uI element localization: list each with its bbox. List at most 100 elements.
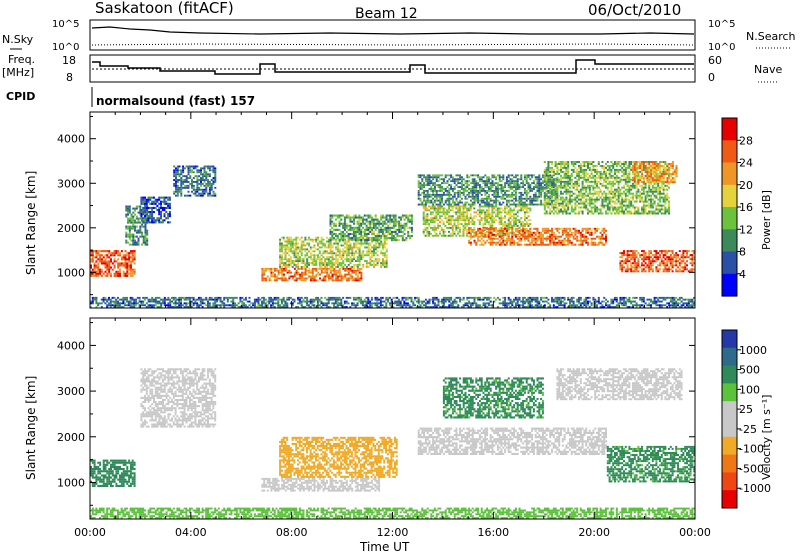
power-cell: [297, 260, 300, 262]
power-cell: [441, 199, 444, 202]
power-cell: [329, 266, 332, 268]
power-cell: [426, 199, 429, 202]
power-cell: [556, 190, 559, 193]
power-cell: [459, 201, 462, 204]
power-cell: [353, 230, 355, 233]
power-cell: [614, 168, 616, 171]
power-cell: [403, 239, 406, 242]
power-cell: [389, 220, 392, 223]
power-cell: [585, 229, 588, 232]
power-cell: [579, 241, 582, 244]
power-cell: [104, 264, 107, 267]
power-cell: [513, 243, 516, 246]
power-cell: [597, 235, 600, 238]
power-cell: [430, 201, 433, 204]
power-cell: [309, 256, 312, 259]
power-cell: [455, 211, 458, 214]
power-cell: [194, 190, 197, 193]
power-cell: [594, 243, 597, 246]
power-cell: [369, 226, 372, 229]
power-cell: [304, 262, 307, 264]
power-cell: [354, 235, 357, 238]
power-cell: [458, 217, 461, 220]
power-cell: [538, 186, 541, 188]
power-cell: [455, 174, 458, 177]
power-cell: [108, 262, 111, 265]
power-cell: [362, 264, 365, 266]
power-cell: [547, 178, 550, 181]
power-cell: [334, 222, 337, 225]
power-cell: [374, 237, 377, 240]
power-cell: [161, 209, 164, 212]
power-cell: [347, 254, 350, 257]
power-cell: [534, 227, 537, 230]
power-cell: [424, 227, 427, 229]
power-cell: [523, 231, 526, 234]
power-cell: [596, 180, 598, 183]
power-cell: [491, 209, 494, 212]
power-cell: [430, 205, 432, 208]
power-cell: [369, 236, 372, 239]
power-cell: [378, 228, 381, 231]
power-cell: [389, 230, 392, 233]
power-cell: [590, 184, 593, 187]
power-cell: [610, 176, 613, 179]
power-cell: [132, 241, 135, 244]
power-cell: [430, 207, 432, 210]
power-cell: [284, 262, 287, 264]
power-cell: [133, 258, 136, 261]
power-cell: [398, 224, 401, 227]
power-cell: [363, 218, 366, 221]
power-cell: [120, 264, 123, 267]
power-cell: [392, 224, 395, 227]
power-cell: [160, 215, 162, 218]
power-cell: [495, 191, 498, 194]
power-cell: [261, 277, 264, 280]
power-cell: [419, 176, 422, 179]
power-cell: [486, 233, 489, 236]
power-cell: [579, 210, 582, 213]
power-cell: [129, 262, 132, 265]
power-cell: [382, 262, 384, 264]
power-cell: [581, 188, 584, 191]
power-cell: [354, 226, 357, 229]
power-cell: [511, 243, 514, 246]
power-cell: [624, 188, 627, 191]
power-cell: [286, 240, 289, 243]
power-cell: [189, 175, 192, 178]
power-cell: [439, 221, 441, 223]
power-cell: [124, 260, 127, 263]
power-cell: [520, 223, 523, 225]
power-cell: [376, 233, 379, 236]
power-cell: [523, 229, 526, 232]
power-cell: [523, 205, 526, 208]
power-cell: [298, 258, 301, 261]
power-cell: [650, 190, 652, 193]
power-cell: [145, 219, 148, 222]
power-cell: [534, 233, 537, 236]
power-cell: [478, 199, 481, 202]
power-cell: [630, 166, 633, 169]
power-cell: [471, 195, 474, 198]
power-cell: [583, 168, 586, 171]
power-cell: [326, 250, 328, 253]
power-cell: [477, 197, 480, 200]
power-cell: [590, 192, 593, 195]
power-cell: [453, 205, 456, 208]
power-cell: [621, 170, 624, 173]
power-cell: [286, 258, 289, 261]
power-cell: [558, 184, 561, 187]
power-cell: [286, 266, 289, 268]
power-cell: [151, 200, 154, 203]
power-cell: [99, 260, 102, 263]
power-cell: [509, 239, 512, 242]
power-cell: [623, 190, 625, 193]
power-cell: [522, 205, 525, 208]
power-cell: [529, 201, 532, 204]
power-cell: [549, 161, 552, 163]
power-cell: [487, 223, 490, 225]
power-cell: [532, 195, 535, 198]
power-cell: [142, 237, 145, 240]
power-cell: [520, 209, 523, 212]
power-cell: [435, 232, 438, 235]
